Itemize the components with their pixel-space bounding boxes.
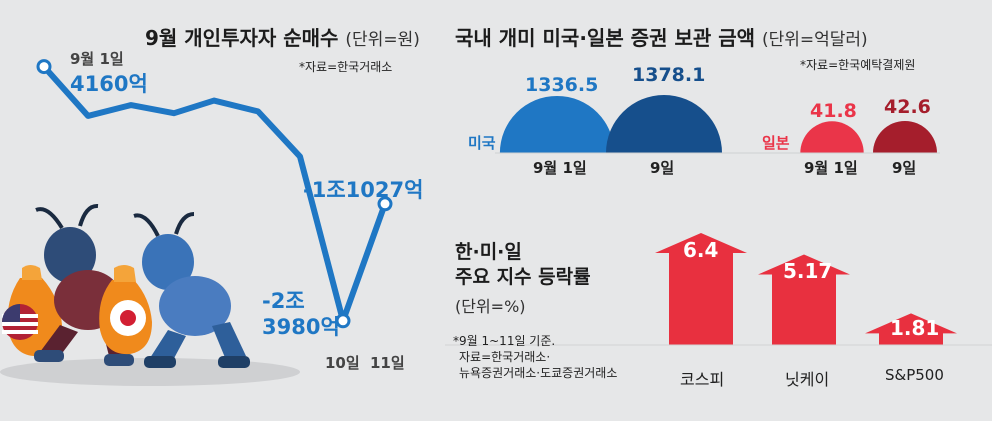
holdings-bubble-chart <box>495 95 940 154</box>
start-value-label: 4160억 <box>70 72 148 96</box>
blue-ant <box>133 212 250 368</box>
index-value-kospi: 6.4 <box>683 238 719 262</box>
net-buying-point-8 <box>335 313 351 329</box>
index-arrow-nikkei <box>758 254 850 345</box>
us-value-1: 1336.5 <box>525 74 599 96</box>
holdings-title: 국내 개미 미국·일본 증권 보관 금액 (단위=억달러) <box>455 22 868 51</box>
low-value-line1: -2조 <box>262 289 305 313</box>
low-value-label: -2조 3980억 <box>262 288 340 340</box>
index-title: 한·미·일 주요 지수 등락률 <box>455 240 591 290</box>
x-tick-10: 10일 <box>325 354 360 372</box>
index-arrow-chart <box>655 233 957 345</box>
index-cat-nikkei: 닛케이 <box>785 370 830 389</box>
index-unit: (단위=%) <box>455 297 526 316</box>
jp-series-label: 일본 <box>762 134 790 152</box>
jp-bubble-1 <box>800 121 864 153</box>
us-date2-label: 9일 <box>650 159 675 177</box>
index-note: *9월 1~11일 기준. 자료=한국거래소· 뉴욕증권거래소·도쿄증권거래소 <box>453 333 617 381</box>
index-arrow-sp500 <box>865 313 957 345</box>
us-date1-label: 9월 1일 <box>533 159 587 177</box>
index-note-line3: 뉴욕증권거래소·도쿄증권거래소 <box>459 366 618 380</box>
ant-investors-illustration <box>0 203 300 386</box>
net-buying-line-chart <box>36 59 393 329</box>
index-note-line2: 자료=한국거래소· <box>459 350 551 364</box>
net-buying-title-text: 9월 개인투자자 순매수 <box>145 26 339 50</box>
index-cat-sp500: S&P500 <box>885 366 944 384</box>
jp-date1-label: 9월 1일 <box>804 159 858 177</box>
net-buying-point-9 <box>377 196 393 212</box>
jp-bubble-2 <box>873 121 937 153</box>
us-series-label: 미국 <box>468 134 496 152</box>
us-value-2: 1378.1 <box>632 64 706 86</box>
us-bubble-1 <box>499 95 615 153</box>
net-buying-source: *자료=한국거래소 <box>299 60 393 74</box>
holdings-unit: (단위=억달러) <box>761 30 868 50</box>
holdings-title-text: 국내 개미 미국·일본 증권 보관 금액 <box>455 26 756 50</box>
jp-flag-money-bag <box>99 265 152 355</box>
index-cat-kospi: 코스피 <box>680 370 725 389</box>
holdings-source: *자료=한국예탁결제원 <box>800 58 916 72</box>
us-bubble-2 <box>606 95 722 153</box>
low-value-line2: 3980억 <box>262 315 340 339</box>
index-title-line1: 한·미·일 <box>455 241 522 263</box>
x-tick-11: 11일 <box>370 354 405 372</box>
jp-value-1: 41.8 <box>810 100 857 122</box>
net-buying-title: 9월 개인투자자 순매수 (단위=원) <box>145 22 420 51</box>
net-buying-point-1 <box>36 59 52 75</box>
index-title-line2: 주요 지수 등락률 <box>455 266 591 288</box>
jp-date2-label: 9일 <box>892 159 917 177</box>
net-buying-series-line <box>41 64 388 324</box>
end-value-label: -1조1027억 <box>303 178 424 202</box>
index-arrow-kospi <box>655 233 747 345</box>
net-buying-unit: (단위=원) <box>345 30 420 50</box>
start-date-label: 9월 1일 <box>70 50 124 68</box>
index-value-sp500: 1.81 <box>890 316 940 340</box>
index-value-nikkei: 5.17 <box>783 259 833 283</box>
jp-value-2: 42.6 <box>884 96 931 118</box>
us-flag-money-bag <box>2 265 62 357</box>
index-note-line1: *9월 1~11일 기준. <box>453 334 556 348</box>
